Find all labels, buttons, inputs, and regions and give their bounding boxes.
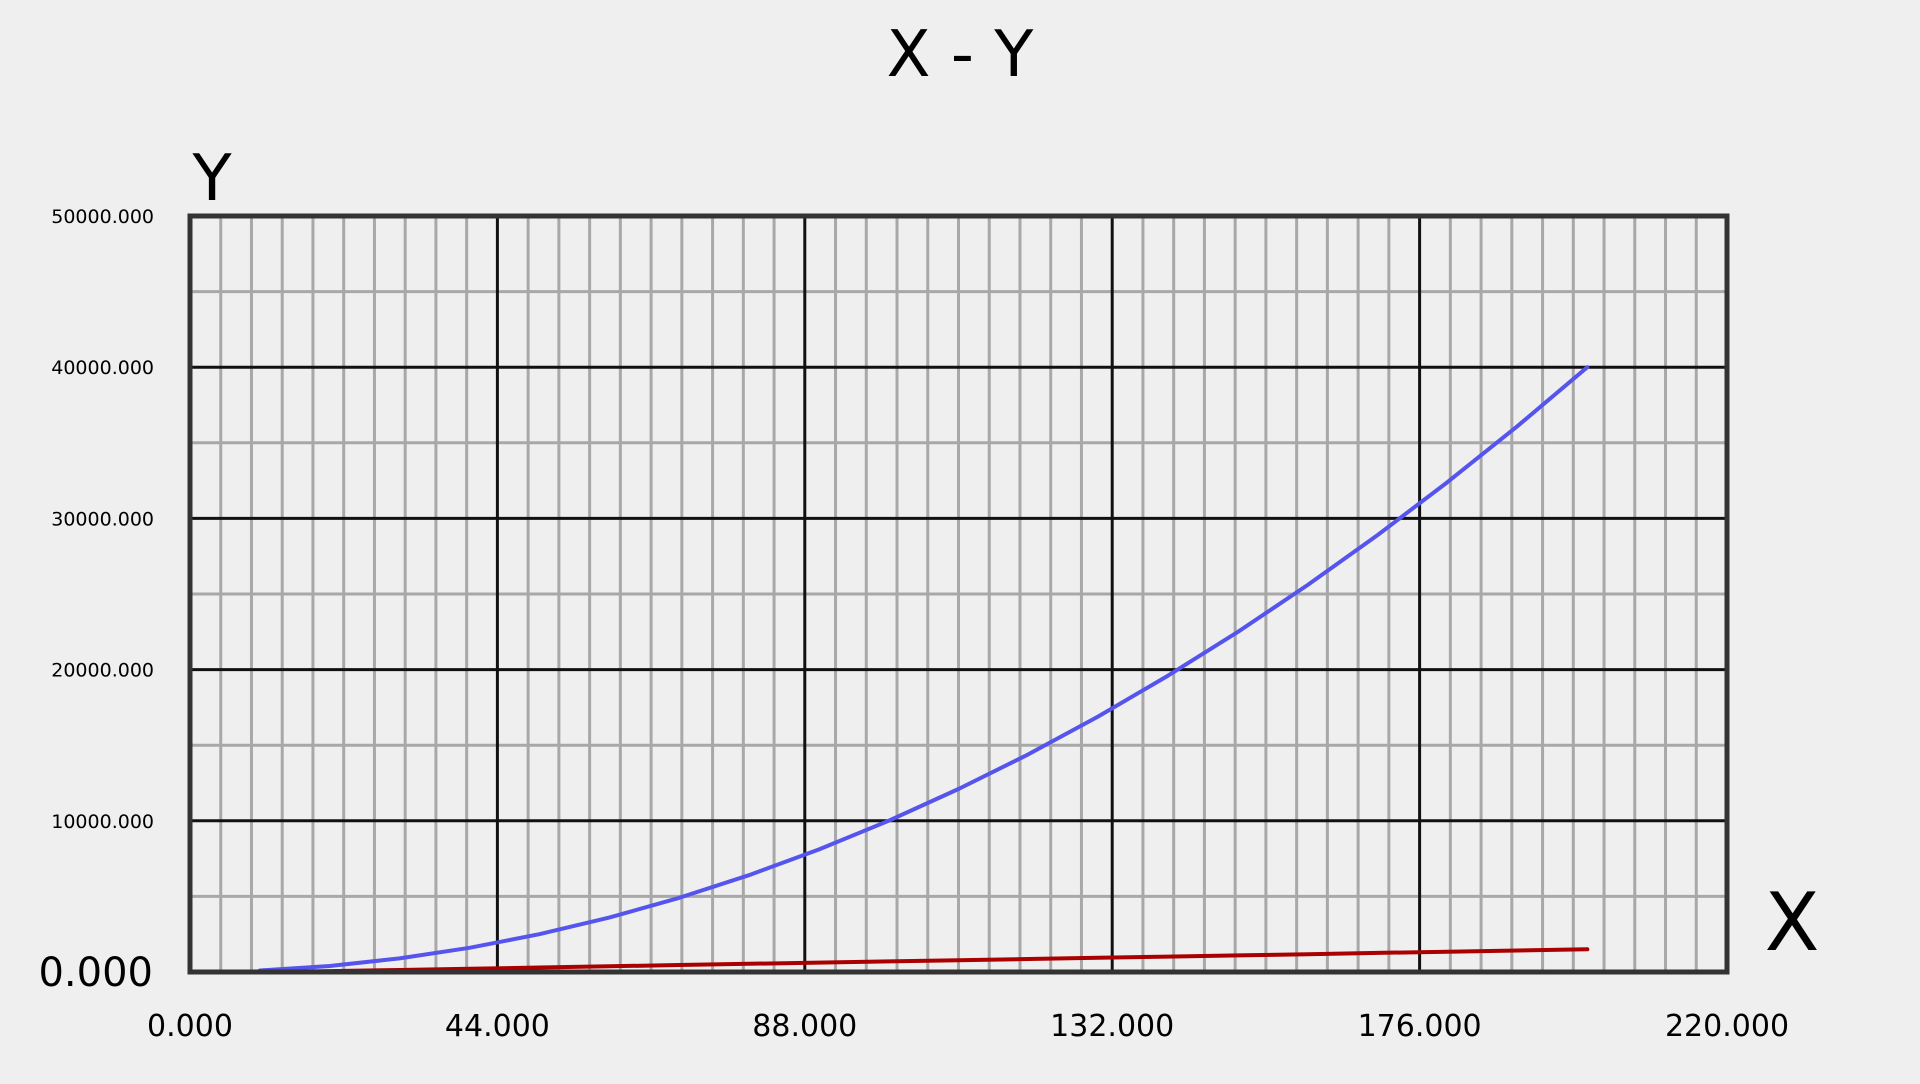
major-grid bbox=[190, 216, 1727, 972]
x-tick-label: 176.000 bbox=[1358, 1009, 1482, 1044]
series-line-1 bbox=[257, 365, 1590, 973]
series-line-2 bbox=[257, 947, 1590, 974]
x-tick-label: 0.000 bbox=[147, 1009, 233, 1044]
x-tick-label: 132.000 bbox=[1050, 1009, 1174, 1044]
x-axis-label: X bbox=[1765, 876, 1820, 969]
y-tick-label: 0.000 bbox=[38, 950, 153, 996]
y-tick-label: 40000.000 bbox=[51, 357, 154, 379]
y-axis-label: Y bbox=[191, 142, 232, 216]
x-tick-label: 44.000 bbox=[445, 1009, 550, 1044]
y-tick-labels: 0.000 10000.000 20000.000 30000.000 40000.00… bbox=[38, 206, 154, 996]
x-tick-label: 220.000 bbox=[1665, 1009, 1789, 1044]
y-tick-label: 10000.000 bbox=[51, 811, 154, 833]
x-tick-label: 88.000 bbox=[752, 1009, 857, 1044]
series-layer bbox=[257, 365, 1590, 974]
plot-frame bbox=[187, 213, 1730, 975]
chart-title: X - Y bbox=[887, 18, 1035, 92]
x-tick-labels: 0.000 44.000 88.000 132.000 176.000 220.000 bbox=[147, 1009, 1789, 1044]
minor-grid bbox=[190, 216, 1727, 972]
y-tick-label: 30000.000 bbox=[51, 508, 154, 530]
y-tick-label: 20000.000 bbox=[51, 660, 154, 682]
y-tick-label: 50000.000 bbox=[51, 206, 154, 228]
